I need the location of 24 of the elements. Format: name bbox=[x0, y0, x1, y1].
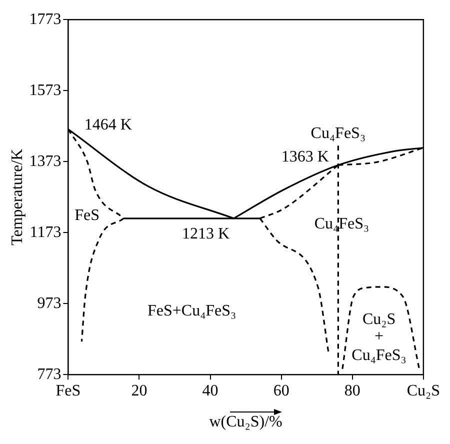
x-tick-label: 20 bbox=[131, 382, 148, 400]
annotation: 1363 K bbox=[281, 148, 330, 166]
x-axis-title: w(Cu₂S)/% bbox=[209, 414, 282, 431]
x-tick-label: 40 bbox=[202, 382, 218, 400]
x-tick-label: FeS bbox=[56, 382, 81, 400]
annotation: FeS+Cu₄FeS₃ bbox=[147, 302, 236, 320]
annotation: Cu₄FeS₃ bbox=[314, 215, 370, 232]
x-tick-label: 60 bbox=[273, 382, 290, 400]
x-tick-label: 80 bbox=[344, 382, 360, 400]
y-tick-label: 1773 bbox=[29, 10, 62, 28]
annotation: 1464 K bbox=[84, 116, 132, 134]
annotation: + bbox=[374, 328, 384, 346]
y-tick-label: 773 bbox=[37, 366, 62, 383]
annotation: 1213 K bbox=[182, 226, 230, 243]
annotation: Cu₄FeS₃ bbox=[310, 124, 366, 142]
annotation: Cu₄FeS₃ bbox=[352, 346, 406, 364]
annotation: FeS bbox=[74, 206, 100, 224]
y-tick-label: 1373 bbox=[29, 152, 62, 170]
y-axis-title: Temperature/K bbox=[8, 148, 26, 246]
y-tick-label: 973 bbox=[37, 294, 62, 312]
y-tick-label: 1573 bbox=[29, 82, 62, 99]
annotation: Cu₂S bbox=[362, 311, 396, 328]
x-tick-label: Cu₂S bbox=[406, 382, 440, 400]
y-tick-label: 1173 bbox=[30, 224, 62, 241]
